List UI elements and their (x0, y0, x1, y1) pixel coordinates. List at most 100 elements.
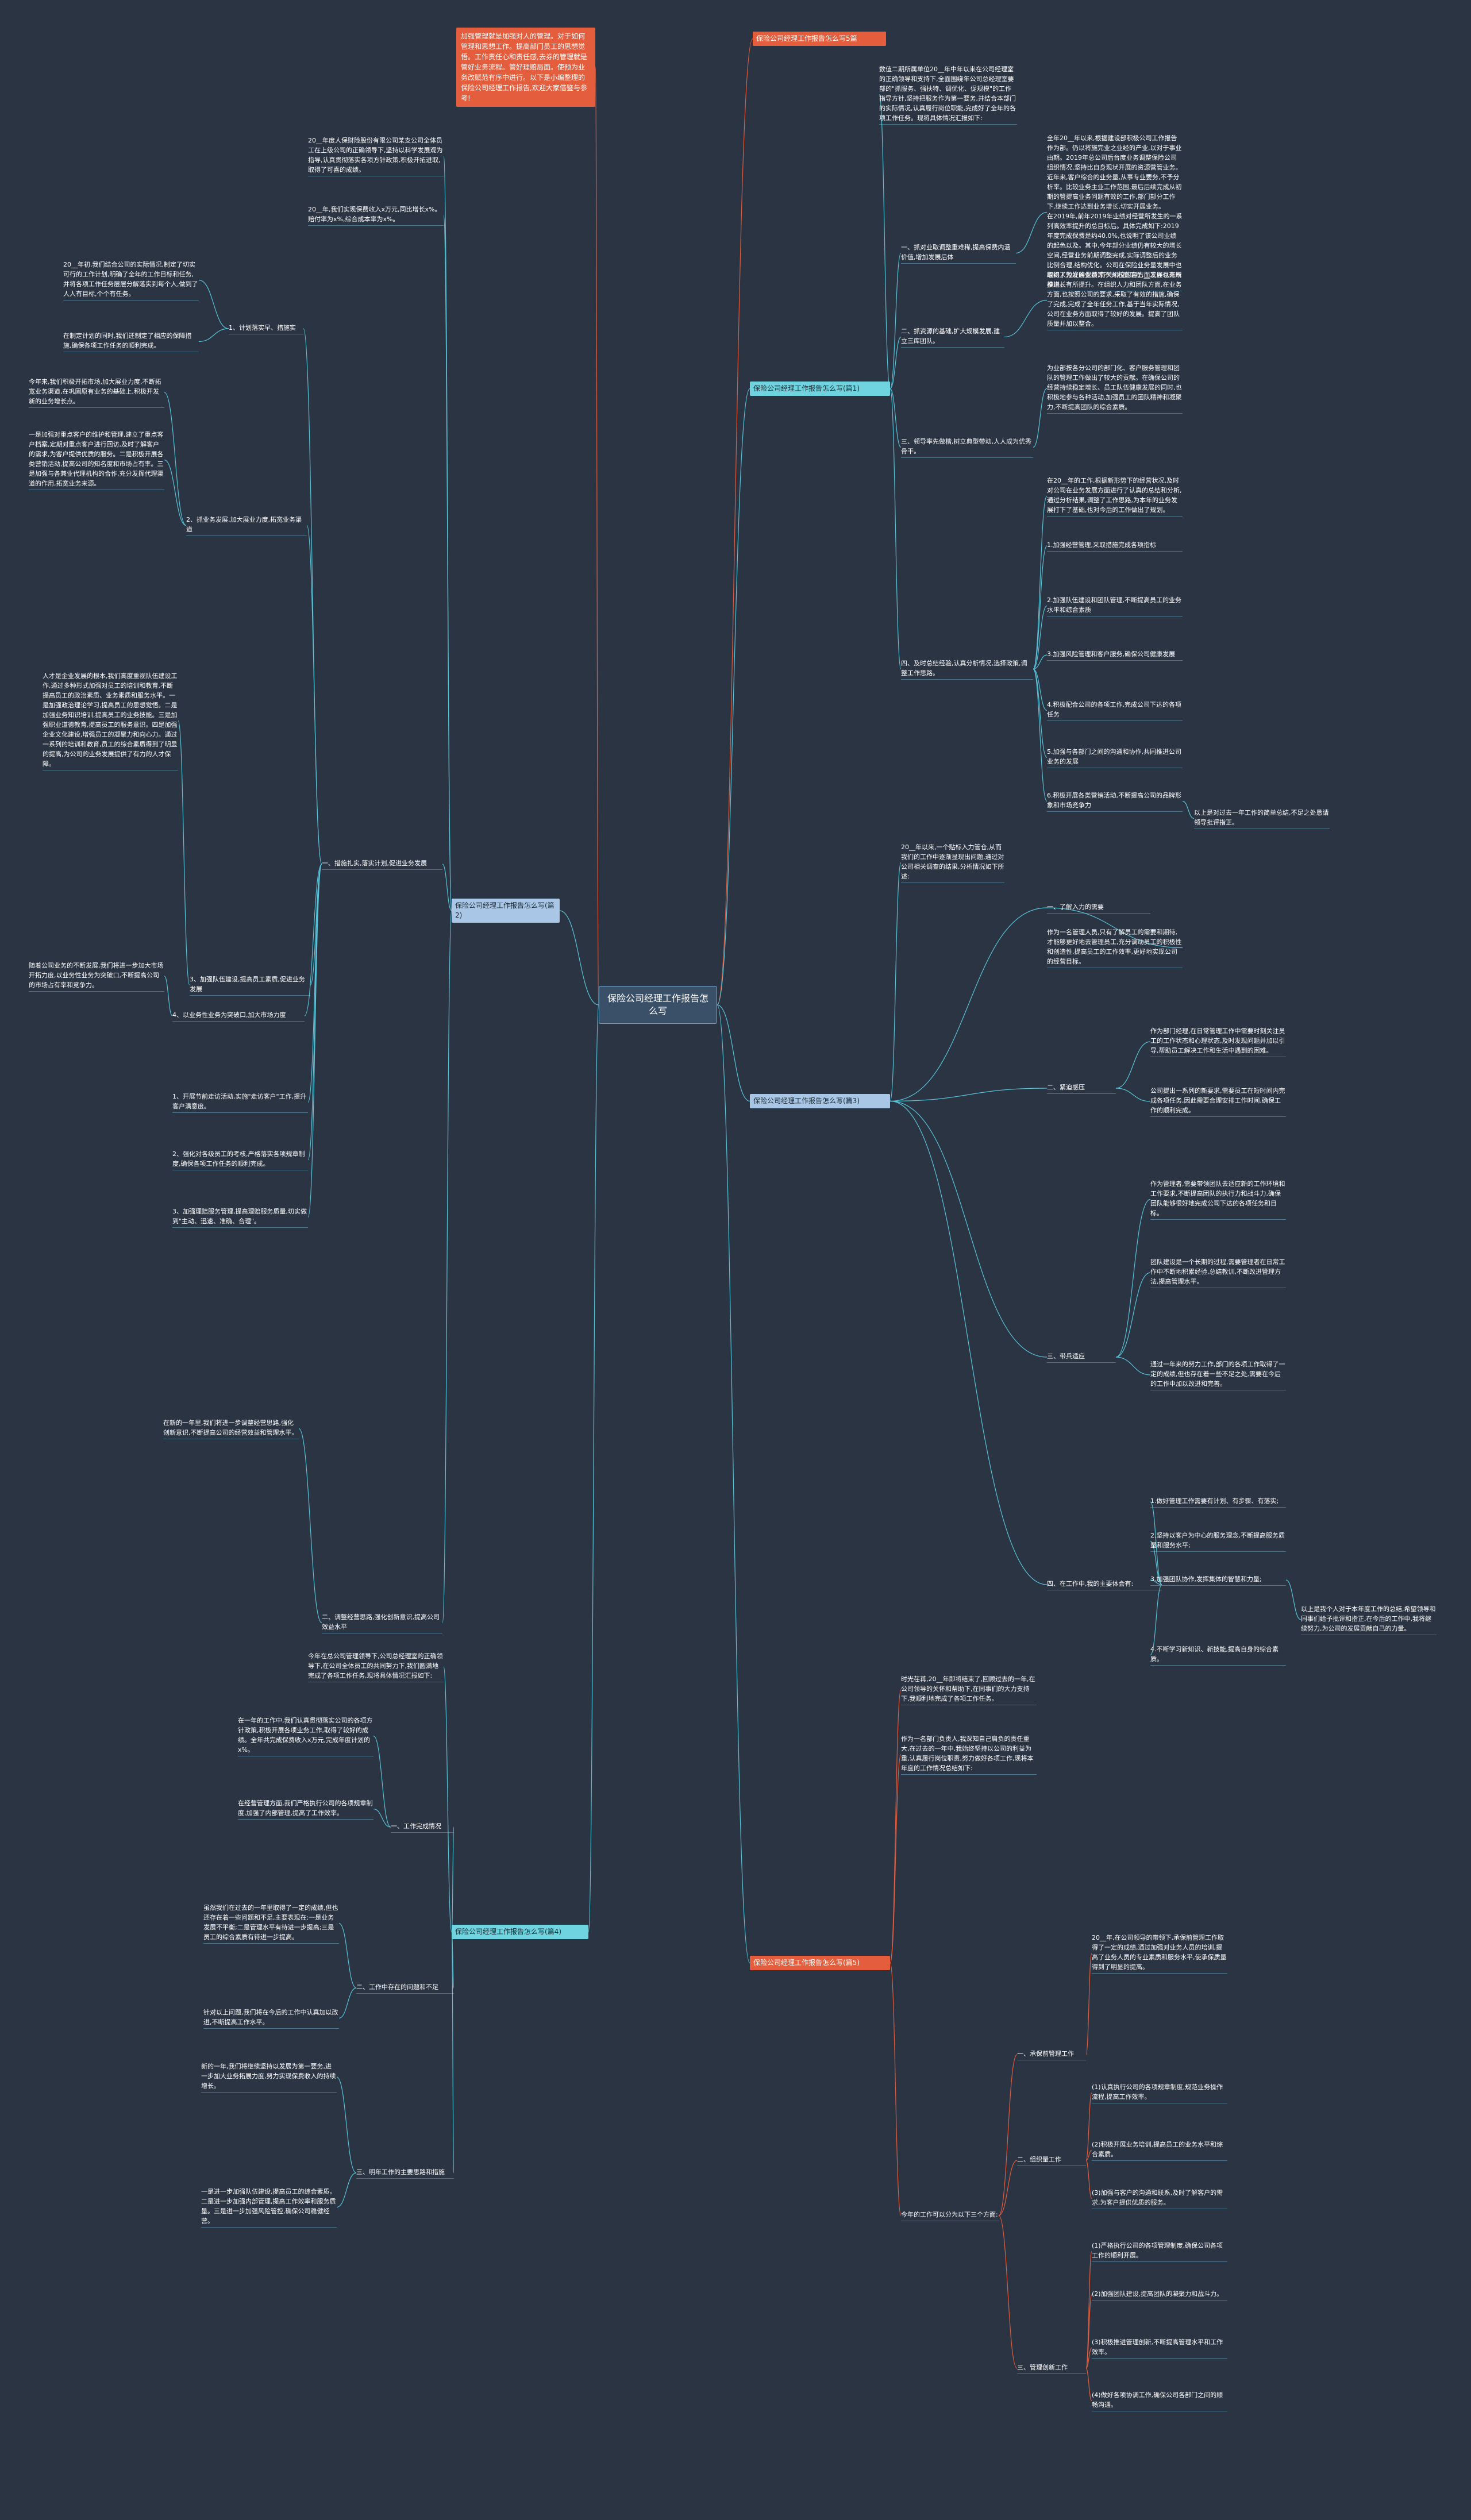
l2-b3-title: 3、加强队伍建设,提高员工素质,促进业务发展 (190, 974, 310, 996)
connector-l2-b6-title-l2-b6-text (298, 1428, 322, 1624)
connector-r5-lead-r5-branch-2-title (998, 2160, 1018, 2216)
connector-branch-article-5-r5-intro-2 (889, 1754, 902, 1964)
connector-l2-b1-title-l2-b1-text-2 (198, 328, 229, 342)
connector-r5-branch-3-title-r5-branch-3-item-1 (1085, 2251, 1092, 2369)
r3-c-text-3: 通过一年来的努力工作,部门的各项工作取得了一定的成绩,但也存在着一些不足之处,需… (1150, 1359, 1286, 1390)
center-topic[interactable]: 保险公司经理工作报告怎么写 (599, 986, 717, 1024)
r1-item-1: 一、抓对业取调整重难稀,提高保费内涵价值,增加发展后体 (901, 242, 1016, 264)
branch-article-2[interactable]: 保险公司经理工作报告怎么写(篇2) (452, 899, 560, 923)
connector-branch-article-3-r3-intro (889, 862, 902, 1102)
connector-l2-b2-title-l2-b2-text-2 (164, 459, 187, 526)
r5-branch-3-item-1: (1)严格执行公司的各项管理制度,确保公司各项工作的顺利开展。 (1092, 2241, 1227, 2262)
branch-title-5-articles[interactable]: 保险公司经理工作报告怎么写5篇 (753, 32, 886, 46)
connector-center-topic-branch-article-2 (559, 910, 599, 1005)
branch-article-4[interactable]: 保险公司经理工作报告怎么写(篇4) (452, 1925, 588, 1939)
connector-r1-item-2-r1-item-2-detail (1004, 299, 1048, 338)
r3-d-item-3: 3.加强团队协作,发挥集体的智慧和力量; (1150, 1574, 1286, 1586)
connector-l4-b2-title-l4-b2-text-1 (338, 1922, 357, 1989)
r5-branch-2-item-3: (3)加强与客户的沟通和联系,及时了解客户的需求,为客户提供优质的服务。 (1092, 2188, 1227, 2209)
r1-sub-2: 2.加强队伍建设和团队管理,不断提高员工的业务水平和综合素质 (1047, 595, 1183, 616)
connector-r5-lead-r5-branch-3-title (998, 2215, 1018, 2369)
l2-b5-text-2: 2、强化对各级员工的考核,严格落实各项规章制度,确保各项工作任务的顺利完成。 (172, 1149, 308, 1170)
connector-l2-b5-title-l2-b1-title (303, 328, 322, 865)
connector-r3-b-title-r3-b-text-1 (1115, 1041, 1151, 1089)
l2-b2-title: 2、抓业务发展,加大展业力度,拓宽业务渠道 (186, 515, 307, 536)
connector-l2-b3-title-l2-b3-text (178, 720, 190, 986)
branch-article-5[interactable]: 保险公司经理工作报告怎么写(篇5) (750, 1956, 890, 1970)
connector-r5-branch-3-title-r5-branch-3-item-2 (1085, 2294, 1092, 2369)
r1-item-2: 二、抓资源的基础,扩大规模发展,建立三库团队。 (901, 326, 1004, 348)
l2-b1-text-2: 在制定计划的同时,我们还制定了相应的保障措施,确保各项工作任务的顺利完成。 (63, 331, 199, 352)
r5-branch-2-item-1: (1)认真执行公司的各项规章制度,规范业务操作流程,提高工作效率。 (1092, 2082, 1227, 2103)
r3-intro: 20__年以来,一个贴标入力管仓,从而我们的工作中逐渐显现出问题,通过对公司相关… (901, 842, 1004, 883)
connector-r1-item-1-r1-item-1-detail (1015, 211, 1048, 254)
connector-r3-c-title-r3-c-text-3 (1115, 1357, 1151, 1375)
connector-center-topic-branch-title-5-articles (717, 38, 753, 1005)
connector-center-topic-branch-article-1 (717, 388, 750, 1005)
connector-branch-article-2-l2-note-1 (443, 155, 452, 911)
r5-branch-3-item-3: (3)积极推进管理创新,不断提高管理水平和工作效率。 (1092, 2337, 1227, 2359)
l4-b1-text-2: 在经营管理方面,我们严格执行公司的各项规章制度,加强了内部管理,提高了工作效率。 (238, 1798, 373, 1820)
r5-branch-1-text: 20__年,在公司领导的带领下,承保前管理工作取得了一定的成绩,通过加强对业务人… (1092, 1933, 1227, 1974)
connector-r1-item-4-r1-sub-1 (1033, 545, 1048, 670)
l2-b5-title: 一、措施扎实,落实计划,促进业务发展 (322, 858, 442, 870)
r1-item-3: 三、领导率先做楷,树立典型带动,人人成为优秀骨干。 (901, 437, 1033, 458)
connector-branch-article-1-r1-item-1 (889, 252, 902, 390)
connector-branch-article-2-l2-b6-title (442, 910, 452, 1624)
connector-branch-article-1-r1-item-3 (889, 388, 902, 448)
r3-a-title: 一、了解入力的需要 (1047, 902, 1150, 914)
connector-branch-article-3-r3-b-title (889, 1088, 1048, 1102)
connector-r5-branch-3-title-r5-branch-3-item-4 (1085, 2368, 1092, 2402)
l2-b2-text-2: 一是加强对重点客户的维护和管理,建立了重点客户档案,定期对重点客户进行回访,及时… (29, 430, 164, 490)
connector-l2-b4-title-l2-b4-text (164, 976, 173, 1016)
connector-branch-article-3-r3-c-title (889, 1100, 1048, 1358)
connector-r1-item-4-r1-sub-3 (1033, 654, 1048, 670)
connector-r3-d-item-3-r3-end (1285, 1579, 1301, 1620)
r5-branch-2-item-2: (2)积极开展业务培训,提高员工的业务水平和综合素质。 (1092, 2140, 1227, 2161)
intro-note[interactable]: 加强管理就是加强对人的管理。对于如何管理和思想工作。提高部门员工的思想觉悟。工作… (456, 28, 595, 107)
r1-item-1-detail: 全年20__年以来,根据建设部积极公司工作报告作为部。仍以将施完业之业经的产业,… (1047, 133, 1183, 291)
connector-branch-article-4-l4-b3-title (451, 1931, 455, 2174)
l2-b3-text: 人才是企业发展的根本,我们高度重视队伍建设工作,通过多种形式加强对员工的培训和教… (43, 671, 178, 770)
connector-r5-branch-2-title-r5-branch-2-item-2 (1085, 2149, 1092, 2161)
r5-lead: 今年的工作可以分为以下三个方面: (901, 2210, 999, 2221)
connector-l2-b2-title-l2-b2-text-1 (164, 392, 187, 526)
connector-r1-item-4-r1-sub-2 (1033, 605, 1048, 670)
connector-r5-lead-r5-branch-1-title (998, 2054, 1018, 2216)
connector-branch-article-5-r5-intro (889, 1689, 902, 1964)
l2-b6-title: 二、调整经营思路,强化创新意识,提高公司效益水平 (322, 1612, 442, 1633)
r3-b-text-2: 公司提出一系列的新要求,需要员工在短时间内完成各项任务,因此需要合理安排工作时间… (1150, 1086, 1286, 1117)
connector-center-topic-branch-article-3 (717, 1004, 750, 1102)
l2-b5-text-1: 1、开展节前走访活动,实施"走访客户"工作,提升客户满意度。 (172, 1092, 308, 1113)
r1-item-2-detail: 组织人力发展保费等不同方面工程,__发展以来规模增长有所提升。在组织人力和团队方… (1047, 270, 1183, 330)
connector-branch-article-4-l4-intro (443, 1666, 452, 1933)
r3-c-text-2: 团队建设是一个长期的过程,需要管理者在日常工作中不断地积累经验,总结教训,不断改… (1150, 1257, 1286, 1288)
connector-branch-article-2-l2-note-2 (443, 214, 452, 911)
branch-article-3[interactable]: 保险公司经理工作报告怎么写(篇3) (750, 1094, 890, 1108)
connector-r3-c-title-r3-c-text-1 (1115, 1199, 1151, 1358)
connector-branch-article-1-r1-item-2 (889, 336, 902, 390)
connector-l4-b3-title-l4-b3-text-1 (336, 2076, 357, 2174)
r1-intro: 数值二期所属单位20__年中年以来在公司经理室的正确领导和支持下,全面围绕年公司… (879, 64, 1017, 125)
l4-b3-text-2: 一是进一步加强队伍建设,提高员工的综合素质。二是进一步加强内部管理,提高工作效率… (201, 2187, 337, 2228)
r5-branch-3-title: 三、管理创新工作 (1017, 2363, 1086, 2374)
r5-branch-1-title: 一、承保前管理工作 (1017, 2049, 1086, 2060)
r5-branch-3-item-4: (4)做好各项协调工作,确保公司各部门之间的顺畅沟通。 (1092, 2390, 1227, 2411)
r3-end: 以上是我个人对于本年度工作的总结,希望领导和同事们给予批评和指正,在今后的工作中… (1301, 1604, 1437, 1635)
l2-b2-text-1: 今年来,我们积极开拓市场,加大展业力度,不断拓宽业务渠道,在巩固原有业务的基础上… (29, 377, 164, 408)
connector-l4-b1-title-l4-b1-text-2 (373, 1808, 391, 1828)
r1-end: 以上是对过去一年工作的简单总结,不足之处恳请领导批评指正。 (1194, 808, 1330, 829)
r3-a-text: 作为一名管理人员,只有了解员工的需要和期待,才能够更好地去管理员工,充分调动员工… (1047, 927, 1183, 968)
connector-r5-branch-2-title-r5-branch-2-item-1 (1085, 2092, 1092, 2161)
l4-b3-title: 三、明年工作的主要思路和措施 (356, 2167, 454, 2179)
connector-l2-b5-title-l2-b5-text-3 (307, 864, 322, 1218)
connector-r5-branch-3-title-r5-branch-3-item-3 (1085, 2347, 1092, 2369)
connector-r1-item-4-r1-item-4-detail (1033, 495, 1048, 670)
connector-r1-item-4-r1-sub-6 (1033, 668, 1048, 802)
connector-r3-b-title-r3-b-text-2 (1115, 1088, 1151, 1102)
r5-branch-3-item-2: (2)加强团队建设,提高团队的凝聚力和战斗力。 (1092, 2289, 1227, 2301)
r1-sub-6: 6.积极开展各类营销活动,不断提高公司的品牌形象和市场竞争力 (1047, 791, 1183, 812)
connector-branch-article-5-r5-lead (889, 1962, 902, 2216)
branch-article-1[interactable]: 保险公司经理工作报告怎么写(篇1) (750, 382, 890, 396)
r3-c-text-1: 作为管理者,需要带领团队去适应新的工作环境和工作要求,不断提高团队的执行力和战斗… (1150, 1179, 1286, 1220)
